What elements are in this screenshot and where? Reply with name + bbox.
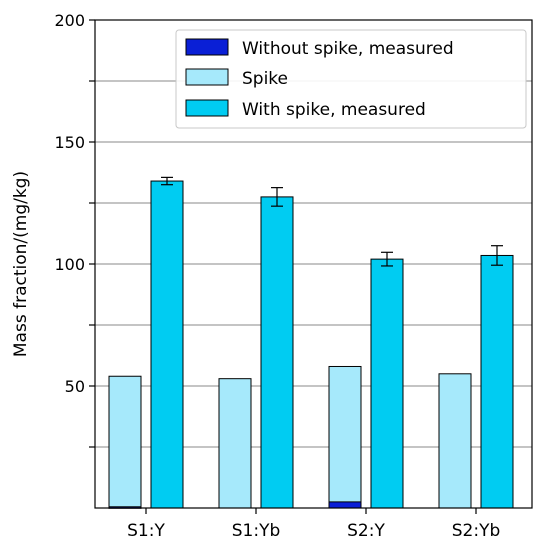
legend-label: Without spike, measured (242, 39, 454, 59)
legend: Without spike, measured Spike With spike, … (175, 29, 527, 129)
y-tick-label: 100 (54, 255, 85, 274)
legend-swatch (185, 38, 229, 56)
legend-frame (175, 29, 527, 129)
x-tick-label: S2:Y (347, 521, 385, 541)
bar-spike (108, 375, 142, 509)
bar-spike (438, 373, 472, 509)
bar-with-spike (150, 180, 184, 509)
y-tick-label: 200 (54, 11, 85, 30)
x-axis-ticks: S1:Y S1:Yb S2:Y S2:Yb (127, 508, 500, 541)
y-axis-ticks: 50 100 150 200 (54, 11, 95, 448)
legend-swatch (185, 99, 229, 117)
bar-spike (218, 378, 252, 509)
x-tick-label: S1:Yb (232, 521, 281, 541)
x-tick-label: S1:Y (127, 521, 165, 541)
bar-spike (328, 365, 362, 509)
bars (108, 180, 514, 509)
legend-label: Spike (242, 69, 288, 89)
x-tick-label: S2:Yb (452, 521, 501, 541)
legend-label: With spike, measured (242, 100, 426, 120)
bar-without-spike (328, 501, 362, 509)
bar-with-spike (260, 196, 294, 509)
bar-with-spike (370, 258, 404, 509)
error-bars (161, 176, 503, 267)
y-tick-label: 150 (54, 133, 85, 152)
y-tick-label: 50 (65, 377, 85, 396)
legend-swatch (185, 68, 229, 86)
legend-items: Without spike, measured Spike With spike, … (185, 38, 454, 120)
y-axis-label: Mass fraction/(mg/kg) (11, 171, 31, 357)
bar-with-spike (480, 254, 514, 509)
